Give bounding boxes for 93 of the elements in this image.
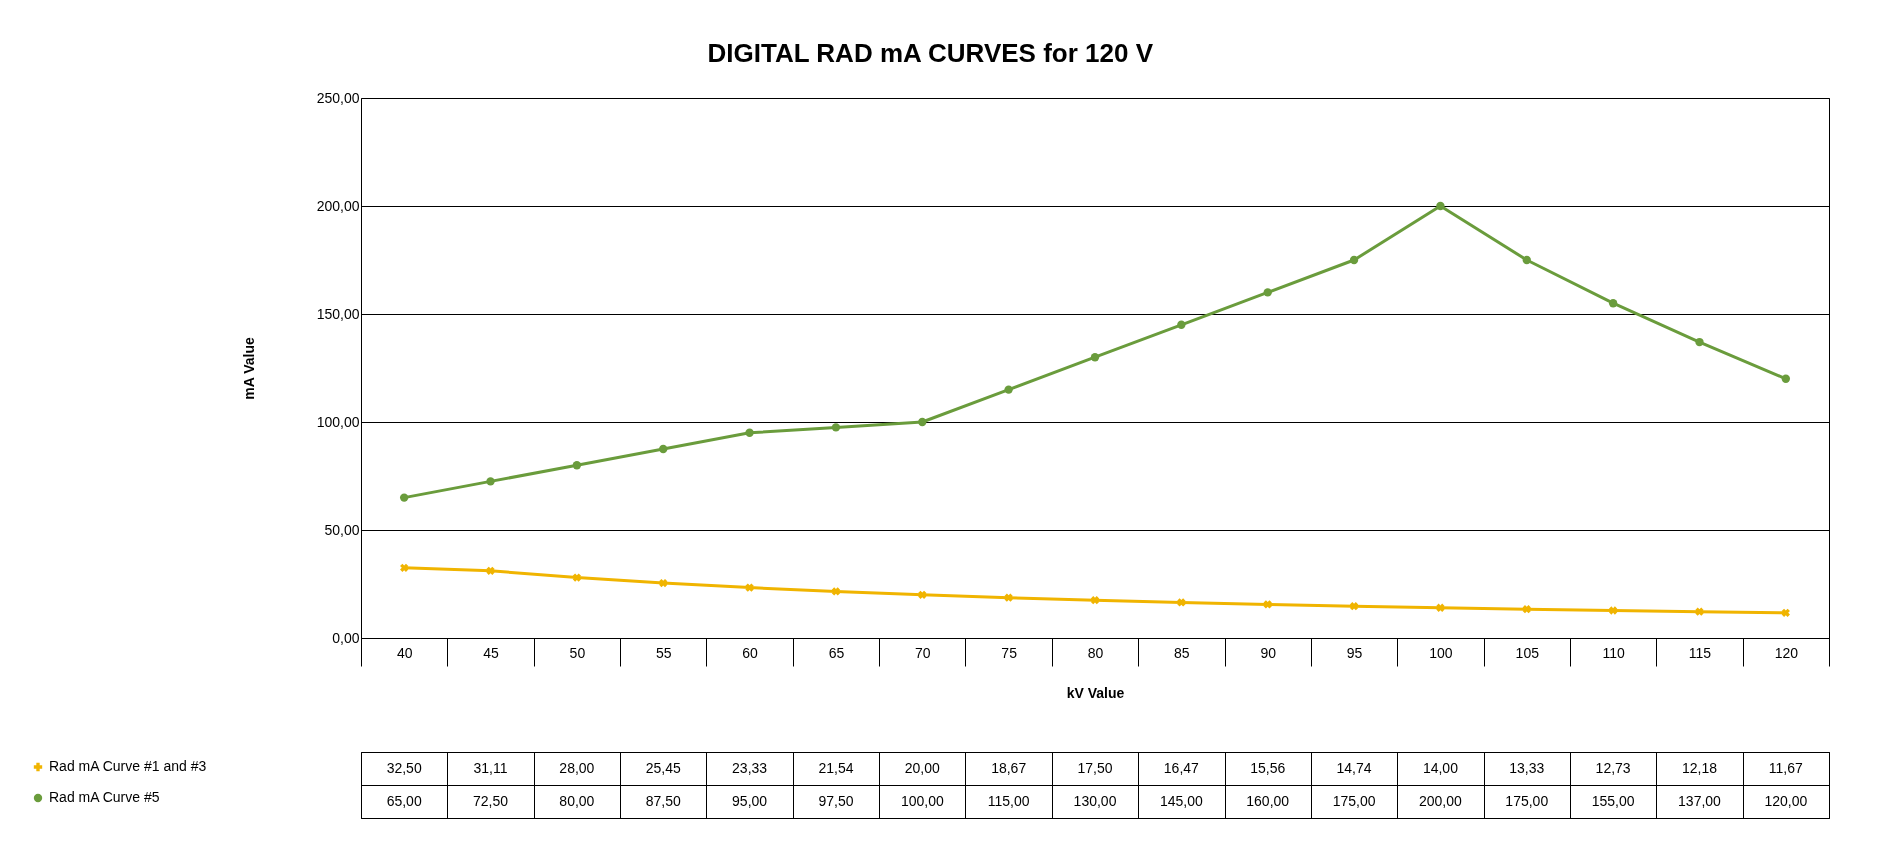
x-tick-label: 110 [1602,644,1625,661]
x-tick-label: 90 [1260,644,1277,661]
data-label: 100,00 [900,792,944,809]
data-label: 21,54 [818,759,854,776]
point [918,417,927,427]
point [1695,607,1704,616]
data-label: 137,00 [1678,792,1722,809]
x-tick-label: 75 [1001,644,1018,661]
data-label: 72,50 [473,792,509,809]
x-axis-title: kV Value [1066,685,1125,701]
y-tick-label: 0,00 [332,629,360,646]
x-tick-label: 70 [915,644,931,661]
point [659,578,668,588]
point [1781,608,1790,617]
x-tick-label: 65 [828,644,845,661]
x-tick-label: 95 [1346,644,1363,661]
point [1263,600,1272,609]
point [1436,201,1445,211]
x-tick-label: 45 [483,644,500,661]
point [1349,602,1359,611]
point [1781,374,1791,383]
legend-label: Rad mA Curve #1 and #3 [49,758,207,774]
x-tick-label: 40 [396,644,413,661]
point [399,493,409,502]
data-label: 155,00 [1591,792,1635,809]
point [745,583,754,592]
data-label: 12,73 [1595,759,1631,776]
data-label: 11,67 [1768,759,1804,776]
x-tick-label: 115 [1688,644,1712,661]
point [831,423,841,432]
data-label: 18,67 [991,759,1027,776]
data-label: 97,50 [818,792,854,809]
x-tick-label: 100 [1429,644,1453,661]
data-label: 115,00 [987,792,1030,809]
y-tick-label: 50,00 [324,521,360,538]
data-label: 17,50 [1077,759,1113,776]
data-label: 95,00 [732,792,768,809]
x-tick-label: 105 [1515,644,1540,661]
point [1004,593,1013,602]
x-tick-label: 85 [1174,644,1190,661]
y-tick-label: 250,00 [316,89,360,106]
y-tick-label: 100,00 [316,413,360,430]
data-label: 14,00 [1422,759,1459,776]
point [486,477,495,486]
data-label: 175,00 [1332,792,1376,809]
point [659,444,668,454]
y-tick-label: 200,00 [316,197,360,214]
data-label: 25,45 [645,759,681,776]
data-label: 32,50 [386,759,422,776]
point [1522,605,1531,614]
x-tick-label: 55 [655,644,672,661]
point [486,566,495,575]
point [1090,353,1100,362]
data-label: 20,00 [904,759,941,776]
point [1263,288,1272,297]
point [918,590,927,599]
point [1090,596,1100,605]
point [1177,320,1186,329]
data-label: 14,74 [1336,759,1372,776]
point [1608,299,1618,308]
y-tick-label: 150,00 [316,305,360,322]
x-tick-label: 80 [1087,644,1104,661]
legend-label: Rad mA Curve #5 [49,789,160,805]
data-label: 65,00 [386,792,422,809]
point [400,563,409,572]
data-label: 12,18 [1681,759,1718,776]
point [745,428,754,437]
point [1349,255,1359,265]
data-label: 23,33 [732,759,768,776]
data-label: 13,33 [1509,759,1545,776]
data-label: 80,00 [559,792,595,809]
data-label: 130,00 [1073,792,1117,809]
x-tick-label: 60 [742,644,759,661]
data-label: 31,11 [473,759,508,776]
data-label: 16,47 [1163,759,1200,776]
x-tick-label: 50 [569,644,586,661]
y-axis-title: mA Value [240,337,257,400]
point [1177,598,1186,607]
data-label: 87,50 [645,792,681,809]
data-label: 175,00 [1505,792,1549,809]
data-label: 120,00 [1764,792,1808,809]
data-label: 145,00 [1159,792,1203,809]
point [572,461,582,470]
data-label: 200,00 [1419,792,1463,809]
data-label: 28,00 [559,759,595,776]
data-label: 160,00 [1246,792,1290,809]
data-label: 15,56 [1250,759,1286,776]
point [1004,385,1013,394]
chart-title: DIGITAL RAD mA CURVES for 120 V [707,37,1154,68]
point [1436,603,1445,612]
x-tick-label: 120 [1774,644,1799,661]
point [1522,255,1531,265]
point [1695,337,1704,347]
